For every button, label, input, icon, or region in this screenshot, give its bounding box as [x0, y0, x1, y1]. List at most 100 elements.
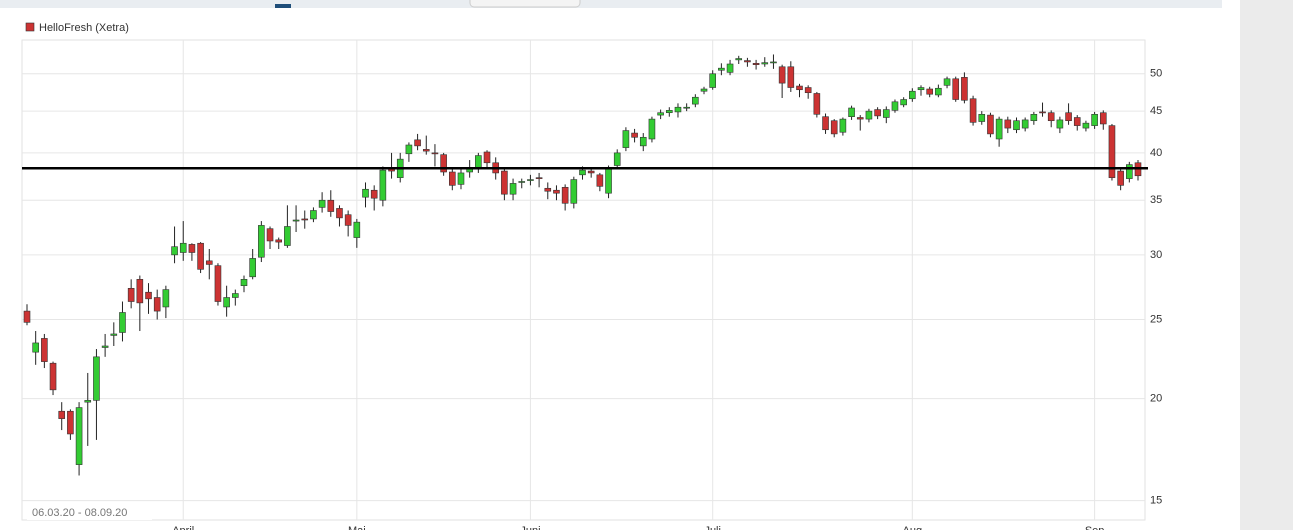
candle-body: [674, 106, 682, 113]
candle-body: [110, 333, 118, 336]
candle-body: [501, 170, 508, 195]
candle-body: [735, 58, 743, 61]
candle-body: [362, 188, 369, 198]
candle-body: [214, 265, 222, 302]
candle-body: [41, 338, 48, 362]
candle-body: [509, 183, 517, 195]
y-tick-label: 25: [1150, 313, 1162, 325]
candle-body: [579, 169, 586, 176]
candle-body: [119, 312, 126, 333]
candle-body: [1073, 117, 1081, 126]
candle-body: [613, 152, 621, 166]
candle-body: [162, 289, 170, 308]
x-tick-label: April: [172, 525, 194, 530]
candle-body: [639, 136, 647, 147]
candle-body: [839, 118, 847, 133]
candle-body: [1126, 164, 1133, 179]
x-tick-label: Juni: [520, 525, 540, 530]
candle-body: [917, 87, 925, 91]
grid: 15 20 25 30 35 40 45 50 April Mai Juni Juli Aug Sep: [22, 40, 1162, 530]
candle-body: [1091, 113, 1098, 126]
candle-body: [796, 85, 803, 91]
candle-body: [23, 310, 31, 323]
candle-body: [518, 181, 526, 183]
candle-body: [553, 189, 560, 194]
candle-body: [240, 279, 248, 287]
plot-frame: [21, 39, 1146, 521]
candle-body: [344, 214, 352, 226]
candle-body: [127, 287, 135, 302]
candle-body: [310, 210, 317, 220]
candle-body: [692, 96, 699, 105]
candle-body: [232, 293, 239, 298]
candle-body: [1021, 119, 1029, 129]
candle-body: [726, 63, 734, 73]
candle-body: [1004, 119, 1012, 129]
candle-body: [414, 139, 421, 147]
candle-body: [891, 101, 899, 111]
candle-body: [909, 90, 916, 100]
candle-body: [171, 246, 178, 256]
candle-body: [761, 62, 769, 65]
candle-body: [605, 168, 612, 194]
candle-body: [318, 199, 326, 208]
top-bar: [0, 0, 1222, 8]
candle-body: [596, 174, 604, 187]
candle-body: [987, 114, 994, 135]
candle-body: [301, 218, 309, 221]
candle-body: [370, 189, 378, 199]
candle-body: [58, 410, 66, 419]
candle-body: [275, 239, 283, 243]
candle-body: [205, 260, 213, 265]
candle-body: [856, 117, 864, 120]
candle-body: [1030, 113, 1038, 122]
candle-body: [822, 116, 829, 131]
candle-body: [744, 60, 751, 63]
candle-body: [952, 78, 960, 100]
candle-body: [700, 88, 708, 92]
candle-body: [665, 110, 673, 114]
candle-body: [943, 78, 951, 86]
candle-body: [197, 242, 204, 270]
candle-body: [249, 258, 256, 278]
candle-body: [778, 66, 786, 84]
candle-body: [145, 291, 152, 300]
candle-body: [1065, 112, 1072, 122]
candle-body: [223, 297, 230, 308]
candle-body: [422, 149, 430, 152]
candle-body: [787, 66, 795, 88]
candle-body: [587, 170, 595, 174]
legend-swatch: [25, 22, 35, 32]
candle-body: [431, 152, 439, 155]
candle-body: [379, 169, 387, 201]
legend-label: HelloFresh (Xetra): [39, 22, 129, 34]
candle-body: [101, 345, 109, 348]
y-tick-label: 45: [1150, 105, 1162, 117]
tab-button[interactable]: [469, 0, 581, 8]
candle-body: [570, 179, 578, 204]
x-tick-label: Juli: [704, 525, 721, 530]
candle-body: [327, 199, 335, 212]
candle-body: [527, 179, 534, 181]
date-range: 06.03.20 - 08.09.20: [32, 507, 127, 519]
y-tick-label: 35: [1150, 194, 1162, 206]
tab-indicator: [275, 4, 291, 8]
candle-body: [93, 356, 100, 401]
candle-body: [449, 171, 456, 186]
candle-body: [405, 144, 413, 155]
candle-body: [1082, 122, 1090, 129]
candle-body: [483, 151, 491, 164]
candle-body: [284, 226, 291, 246]
candle-body: [1099, 112, 1107, 125]
candle-body: [84, 400, 92, 403]
candle-body: [1056, 119, 1064, 129]
y-tick-label: 40: [1150, 147, 1162, 159]
candle-body: [1047, 112, 1055, 122]
x-tick-label: Mai: [348, 525, 366, 530]
candle-body: [544, 187, 552, 192]
candle-body: [561, 186, 569, 204]
candle-body: [648, 118, 656, 140]
date-range-bg: [27, 505, 152, 520]
